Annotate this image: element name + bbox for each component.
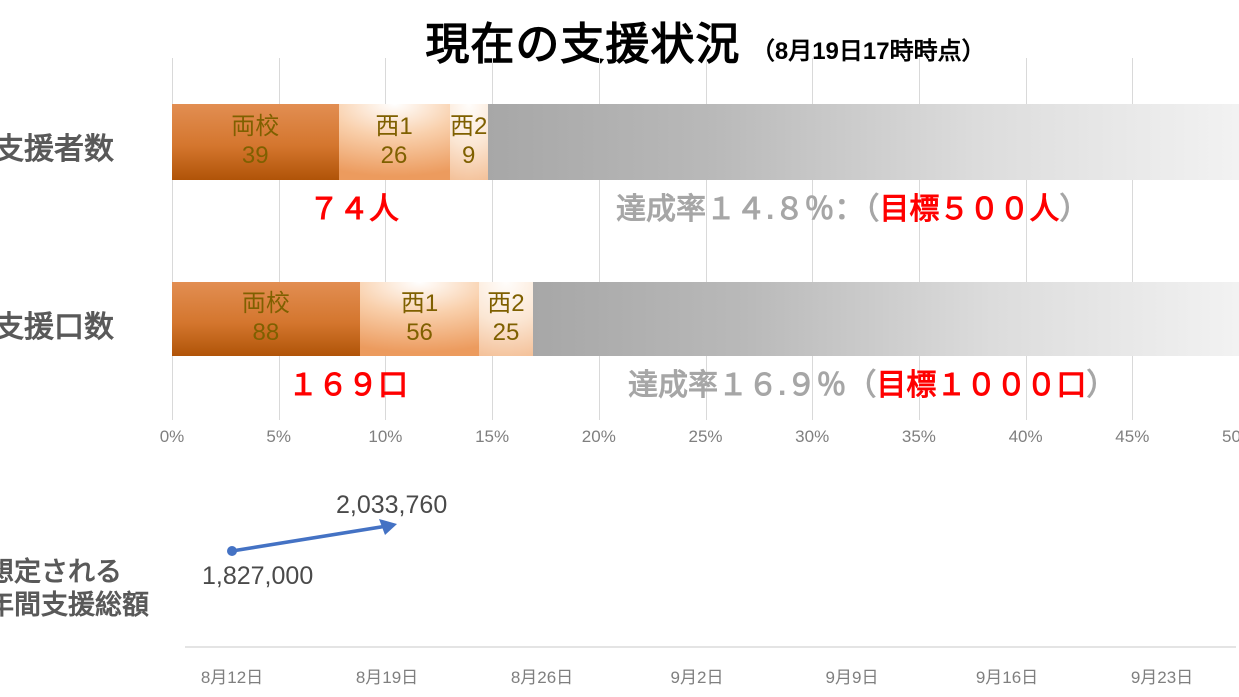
data-point-marker-triangle bbox=[379, 519, 397, 535]
annotation-supporters: ７４人 達成率１４.８％：（目標５００人） bbox=[0, 184, 1239, 226]
data-label-second: 2,033,760 bbox=[336, 491, 448, 519]
date-tick: 9月23日 bbox=[1130, 668, 1194, 687]
row-label-units: 支援口数 bbox=[0, 311, 114, 344]
stacked-bar-supporters: 両校 39 西1 26 西2 9 bbox=[172, 104, 1239, 180]
goal-text: 目標５００人 bbox=[879, 193, 1060, 226]
gridline bbox=[1025, 58, 1027, 420]
bar-segment-西2: 西2 9 bbox=[449, 104, 488, 180]
chart-title-main: 現在の支援状況 bbox=[425, 20, 741, 69]
annotation-units: １６９口 達成率１６.９％（目標１０００口） bbox=[0, 360, 1239, 402]
total-units: １６９口 bbox=[288, 369, 408, 402]
gridline bbox=[278, 58, 280, 420]
x-axis-tick: 40% bbox=[1008, 427, 1043, 446]
rate-units: 達成率１６.９％（目標１０００口） bbox=[628, 360, 1116, 404]
goal-paren-open: （ bbox=[864, 193, 880, 226]
line-chart-label-line1: 想定される bbox=[0, 557, 122, 587]
date-tick: 8月26日 bbox=[510, 668, 574, 687]
gridline bbox=[385, 58, 387, 420]
x-axis-tick: 30% bbox=[795, 427, 830, 446]
x-axis-tick: 50% bbox=[1221, 427, 1239, 446]
goal-text: 目標１０００口 bbox=[876, 369, 1087, 402]
line-series bbox=[231, 524, 388, 553]
chart-title-subtitle: （8月19日17時時点） bbox=[750, 38, 986, 65]
x-axis-tick: 25% bbox=[688, 427, 723, 446]
gridline bbox=[705, 58, 707, 420]
bar-segment-label: 西2 9 bbox=[450, 113, 488, 169]
date-tick: 9月2日 bbox=[670, 668, 724, 687]
date-tick: 8月19日 bbox=[355, 668, 419, 687]
goal-paren-close: ） bbox=[1086, 369, 1117, 402]
x-axis-tick: 15% bbox=[475, 427, 510, 446]
line-chart-plot bbox=[185, 519, 1236, 648]
data-label-first: 1,827,000 bbox=[202, 562, 314, 590]
data-point-marker-circle bbox=[227, 546, 237, 556]
line-chart-label: 想定される 年間支援総額 bbox=[0, 556, 149, 622]
gridline bbox=[492, 58, 494, 420]
date-tick: 9月16日 bbox=[975, 668, 1039, 687]
date-tick: 9月9日 bbox=[825, 668, 879, 687]
x-axis-tick: 10% bbox=[368, 427, 403, 446]
bar-segment-西2: 西2 25 bbox=[479, 282, 533, 356]
bar-segment-label: 西1 26 bbox=[375, 113, 413, 169]
bar-segment-label: 両校 39 bbox=[231, 113, 280, 169]
bar-segment-label: 西1 56 bbox=[400, 290, 439, 346]
gridline bbox=[918, 58, 920, 420]
total-supporters: ７４人 bbox=[309, 193, 399, 226]
gridline bbox=[1132, 58, 1134, 420]
goal-paren-open: （ bbox=[846, 369, 877, 402]
line-chart-label-line2: 年間支援総額 bbox=[0, 589, 149, 620]
rate-supporters: 達成率１４.８％：（目標５００人） bbox=[616, 184, 1089, 228]
x-axis-tick: 0% bbox=[159, 427, 185, 446]
bar-segment-label: 両校 88 bbox=[241, 290, 290, 346]
row-label-supporters: 支援者数 bbox=[0, 133, 114, 166]
rate-text: 達成率１４.８％： bbox=[616, 193, 865, 226]
bar-segment-両校: 両校 88 bbox=[172, 282, 360, 356]
x-axis-tick: 20% bbox=[581, 427, 616, 446]
gridline bbox=[812, 58, 814, 420]
bar-segment-remaining bbox=[487, 104, 1239, 180]
bar-segment-remaining bbox=[532, 282, 1239, 356]
goal-paren-close: ） bbox=[1059, 193, 1090, 226]
gridline bbox=[172, 58, 173, 420]
bar-chart-gridlines bbox=[172, 58, 1239, 420]
x-axis-tick: 45% bbox=[1115, 427, 1150, 446]
chart-title: 現在の支援状況 （8月19日17時時点） bbox=[172, 8, 1239, 72]
date-tick: 8月12日 bbox=[200, 668, 264, 687]
x-axis-tick: 5% bbox=[266, 427, 291, 446]
bar-segment-両校: 両校 39 bbox=[172, 104, 339, 180]
gridline bbox=[598, 58, 600, 420]
bar-segment-西1: 西1 26 bbox=[338, 104, 450, 180]
rate-text: 達成率１６.９％ bbox=[628, 369, 847, 402]
bar-segment-西1: 西1 56 bbox=[359, 282, 480, 356]
x-axis-tick: 35% bbox=[901, 427, 936, 446]
stacked-bar-units: 両校 88 西1 56 西2 25 bbox=[172, 282, 1239, 356]
bar-segment-label: 西2 25 bbox=[487, 290, 525, 346]
